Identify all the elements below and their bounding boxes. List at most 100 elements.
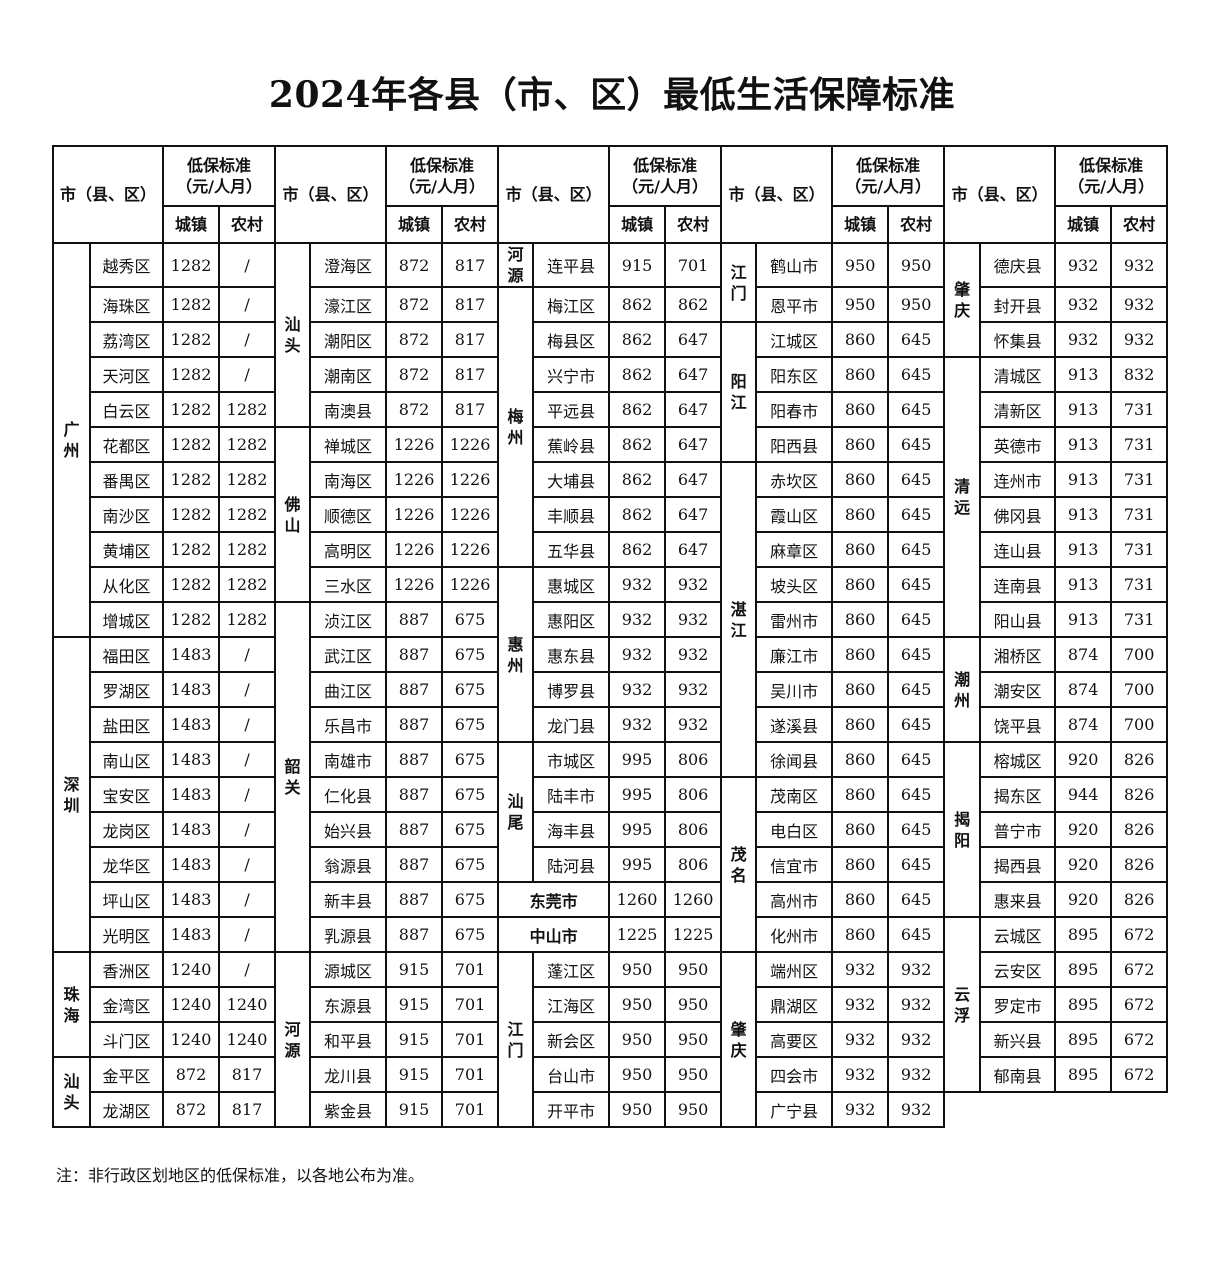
city-name: 江门 — [497, 951, 535, 1128]
district-name: 新兴县 — [979, 1021, 1057, 1058]
district-name: 遂溪县 — [755, 706, 834, 743]
table-row: 金湾区 1240 1240 东源县 915 701 江海区 950 950 鼎湖区 932 932 罗定… — [53, 986, 1169, 1023]
rural-value: 826 — [1110, 846, 1169, 883]
rural-value: 950 — [664, 1056, 723, 1093]
rural-value: 731 — [1110, 461, 1169, 498]
urban-value: 887 — [385, 776, 444, 813]
district-name: 江城区 — [755, 321, 834, 358]
rural-value: 1282 — [218, 601, 277, 638]
city-name-char: 韶 — [284, 757, 301, 776]
rural-value: 1282 — [218, 426, 277, 463]
urban-value: 860 — [831, 391, 890, 428]
urban-value: 1260 — [608, 881, 667, 918]
city-name-char: 梅 — [507, 407, 524, 426]
rural-value: 645 — [887, 391, 946, 428]
city-name-char: 阳 — [954, 830, 971, 850]
rural-value: 731 — [1110, 566, 1169, 603]
district-name: 化州市 — [755, 916, 834, 953]
urban-value: 1226 — [385, 426, 444, 463]
urban-value: 932 — [831, 1056, 890, 1093]
district-name: 高要区 — [755, 1021, 834, 1058]
table-row: 龙华区 1483/ 翁源县 887 675 陆河县 995 806 信宜市 860 645 揭西县 92… — [53, 846, 1169, 883]
table-row: 罗湖区 1483/曲江区 887 675 博罗县 932 932 吴川市 860 645 潮安区 87… — [53, 671, 1169, 708]
urban-value: 887 — [385, 706, 444, 743]
city-name-char: 源 — [507, 266, 524, 285]
rural-value: 645 — [887, 776, 946, 813]
city-name-char: 肇 — [954, 280, 971, 299]
city-name-char: 肇 — [730, 1019, 747, 1039]
district-name: 罗湖区 — [88, 671, 165, 708]
district-name: 湘桥区 — [979, 636, 1057, 673]
standard-header-line2: （元/人月） — [1068, 177, 1155, 196]
city-name-char: 庆 — [954, 301, 971, 320]
district-name: 信宜市 — [755, 846, 834, 883]
district-name: 端州区 — [755, 951, 834, 988]
rural-value: 645 — [887, 671, 946, 708]
city-name-char: 茂 — [730, 844, 747, 864]
district-name: 南海区 — [309, 461, 388, 498]
district-name: 电白区 — [755, 811, 834, 848]
urban-value: 872 — [385, 321, 444, 358]
rural-value: 1282 — [218, 496, 277, 533]
rural-value: 645 — [887, 356, 946, 393]
area-header: 市（县、区） — [943, 145, 1057, 244]
urban-value: 860 — [831, 881, 890, 918]
rural-value: / — [218, 242, 277, 288]
urban-value: 860 — [831, 601, 890, 638]
district-name: 清新区 — [979, 391, 1057, 428]
city-name-char: 广 — [63, 420, 80, 439]
urban-value: 1282 — [162, 242, 221, 288]
urban-value: 1282 — [162, 531, 221, 568]
urban-value: 944 — [1054, 776, 1113, 813]
city-name: 韶关 — [274, 601, 312, 953]
urban-value: 862 — [608, 391, 667, 428]
page-title: 2024年各县（市、区）最低生活保障标准 — [268, 74, 956, 116]
urban-value: 1483 — [162, 811, 221, 848]
district-name: 连南县 — [979, 566, 1057, 603]
city-name: 湛江 — [720, 461, 758, 778]
city-name-char: 汕 — [284, 315, 301, 334]
urban-value: 932 — [608, 636, 667, 673]
rural-value: 932 — [887, 1056, 946, 1093]
district-name: 云城区 — [979, 916, 1057, 953]
district-name: 阳山县 — [979, 601, 1057, 638]
rural-value: 675 — [441, 671, 500, 708]
city-name: 阳江 — [720, 321, 758, 463]
rural-value: 1225 — [664, 916, 723, 953]
urban-value: 932 — [831, 986, 890, 1023]
district-name: 仁化县 — [309, 776, 388, 813]
urban-value: 860 — [831, 426, 890, 463]
city-name-char: 头 — [284, 336, 301, 355]
district-name: 三水区 — [309, 566, 388, 603]
urban-value: 872 — [385, 242, 444, 288]
urban-value: 932 — [1054, 286, 1113, 323]
district-name: 南雄市 — [309, 741, 388, 778]
rural-value: / — [218, 881, 277, 918]
district-name: 连州市 — [979, 461, 1057, 498]
standard-header-line2: （元/人月） — [399, 177, 485, 196]
district-name: 龙岗区 — [88, 811, 165, 848]
urban-value: 1240 — [162, 986, 221, 1023]
district-name: 茂南区 — [755, 776, 834, 813]
district-name: 罗定市 — [979, 986, 1057, 1023]
urban-value: 1282 — [162, 566, 221, 603]
urban-value: 913 — [1054, 356, 1113, 393]
rural-value: 731 — [1110, 601, 1169, 638]
rural-value: 817 — [218, 1091, 277, 1128]
city-name: 潮州 — [943, 636, 982, 743]
rural-value: 1226 — [441, 426, 500, 463]
urban-value: 1240 — [162, 951, 221, 988]
urban-value: 950 — [608, 1091, 667, 1128]
urban-value: 862 — [608, 356, 667, 393]
district-name: 南山区 — [88, 741, 165, 778]
standard-header-line1: 低保标准 — [410, 156, 475, 175]
standard-header: 低保标准 （元/人月） — [831, 145, 946, 207]
urban-value: 932 — [608, 601, 667, 638]
urban-value: 950 — [608, 1021, 667, 1058]
table-row: 龙岗区 1483/ 始兴县 887 675 海丰县 995 806 电白区 860 645 普宁市 92… — [53, 811, 1169, 848]
district-name: 浈江区 — [309, 601, 388, 638]
table-row: 从化区 1282 1282 三水区 1226 1226 惠州惠城区 932 932 坡头区 860 6… — [53, 566, 1169, 743]
rural-value: 700 — [1110, 671, 1169, 708]
urban-value: 887 — [385, 671, 444, 708]
urban-value: 1483 — [162, 846, 221, 883]
